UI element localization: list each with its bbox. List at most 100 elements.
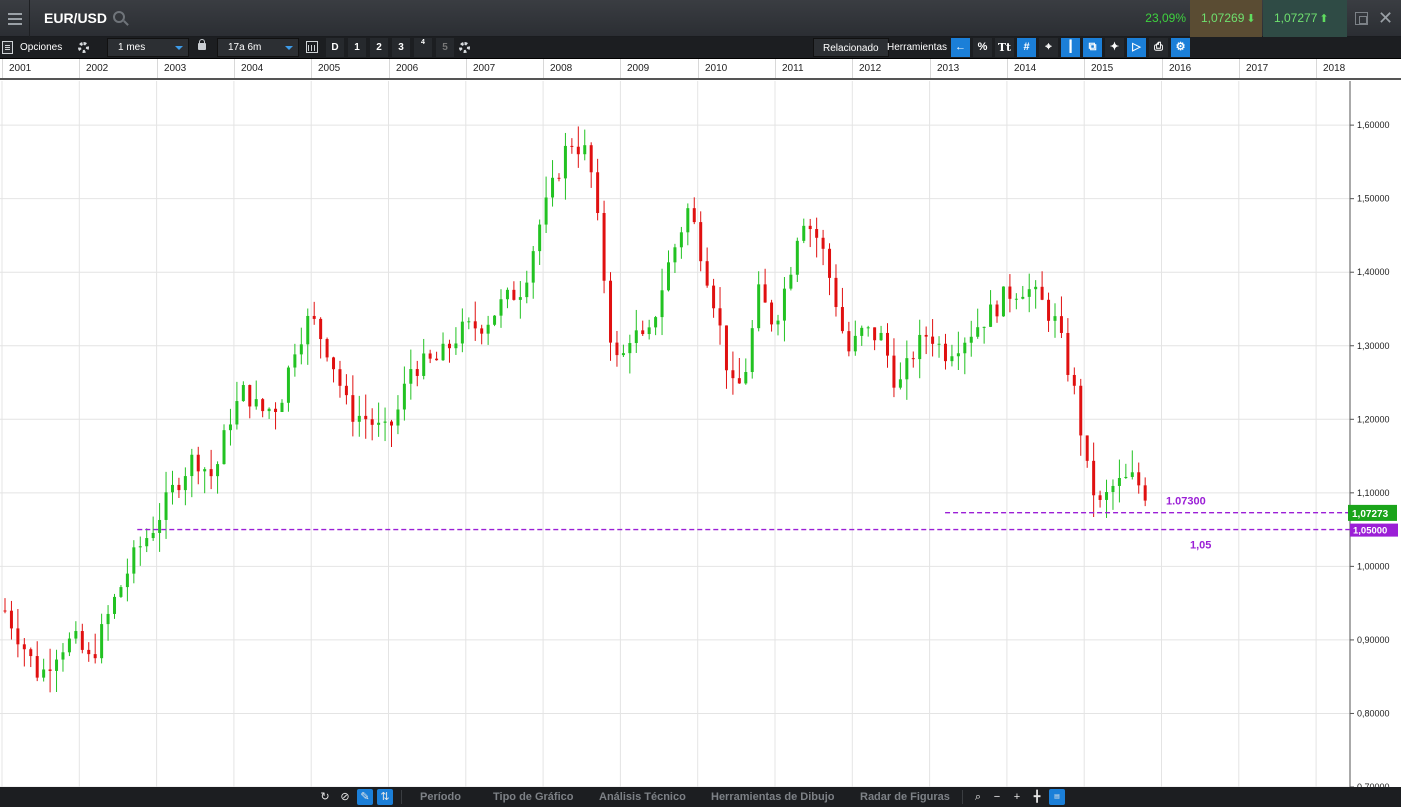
candle-down bbox=[325, 339, 329, 358]
year-label: 2003 bbox=[164, 63, 187, 74]
candle-down bbox=[480, 328, 484, 334]
candle-down bbox=[737, 378, 741, 384]
candle-up bbox=[1130, 472, 1134, 477]
candle-up bbox=[976, 327, 980, 337]
candle-down bbox=[873, 327, 877, 341]
drawing-icon[interactable]: ✦ bbox=[1105, 38, 1124, 57]
price-axis-label: 1,30000 bbox=[1357, 341, 1390, 351]
candle-up bbox=[254, 399, 258, 407]
label-icon[interactable]: ▷ bbox=[1127, 38, 1146, 57]
candle-up bbox=[982, 326, 986, 328]
buy-price: 1,07277 bbox=[1274, 11, 1318, 25]
candlestick-icon[interactable]: ┃ bbox=[1061, 38, 1080, 57]
back-icon[interactable]: ← bbox=[951, 38, 970, 57]
candle-down bbox=[602, 212, 606, 281]
zoom-icon[interactable]: ⌕ bbox=[974, 791, 982, 803]
candle-up bbox=[377, 422, 381, 425]
ruler-icon[interactable]: ▤ bbox=[1049, 789, 1065, 805]
scroll-toggle-icon[interactable]: ⇅ bbox=[377, 789, 393, 805]
year-label: 2002 bbox=[86, 63, 109, 74]
year-label: 2018 bbox=[1323, 63, 1346, 74]
candle-down bbox=[1137, 472, 1141, 486]
candle-down bbox=[1066, 332, 1070, 375]
menu-drawing-tools[interactable]: Herramientas de Dibujo bbox=[711, 791, 835, 803]
grid-icon[interactable]: # bbox=[1017, 38, 1036, 57]
candle-down bbox=[641, 330, 645, 335]
candlestick-chart[interactable]: 1,60000 1,50000 1,40000 1,30000 1,20000 1,100… bbox=[0, 81, 1401, 787]
candle-up bbox=[1111, 485, 1115, 493]
interval-select[interactable]: 1 mes bbox=[107, 38, 189, 57]
candle-down bbox=[886, 332, 890, 356]
period-button-1[interactable]: 1 bbox=[348, 38, 366, 57]
candle-up bbox=[1117, 477, 1121, 486]
crosshair-icon[interactable]: ⌖ bbox=[1039, 38, 1058, 57]
settings-icon[interactable]: ⚙ bbox=[1171, 38, 1190, 57]
year-label: 2009 bbox=[627, 63, 650, 74]
menu-technical-analysis[interactable]: Análisis Técnico bbox=[599, 791, 686, 803]
price-chart[interactable]: 1,60000 1,50000 1,40000 1,30000 1,20000 1,100… bbox=[0, 81, 1401, 787]
sell-price-button[interactable]: 1,07269 ⬇ bbox=[1190, 0, 1262, 37]
separator bbox=[962, 790, 963, 804]
zoom-out-icon[interactable]: − bbox=[993, 791, 1001, 803]
candle-up bbox=[409, 369, 413, 384]
buy-price-button[interactable]: 1,07277 ⬆ bbox=[1263, 0, 1347, 37]
candle-up bbox=[1021, 296, 1025, 299]
year-tick bbox=[1007, 59, 1008, 78]
candle-up bbox=[744, 372, 748, 384]
candle-up bbox=[583, 145, 587, 155]
candle-down bbox=[1059, 316, 1063, 333]
document-icon[interactable] bbox=[2, 41, 13, 54]
menu-chart-type[interactable]: Tipo de Gráfico bbox=[493, 791, 574, 803]
candle-up bbox=[1027, 289, 1031, 297]
pencil-icon[interactable]: ✎ bbox=[357, 789, 373, 805]
restore-window-icon[interactable] bbox=[1355, 12, 1368, 25]
candle-down bbox=[364, 415, 368, 420]
period-button-4[interactable]: 4 bbox=[414, 38, 432, 57]
search-icon[interactable] bbox=[113, 11, 125, 23]
close-icon[interactable]: ✕ bbox=[1378, 8, 1394, 28]
candle-down bbox=[473, 321, 477, 329]
text-tool-button[interactable]: Tt bbox=[995, 38, 1014, 57]
candle-up bbox=[164, 492, 168, 520]
year-tick bbox=[1239, 59, 1240, 78]
range-select[interactable]: 17a 6m bbox=[217, 38, 299, 57]
lock-icon[interactable] bbox=[198, 39, 206, 50]
price-axis-label: 0,80000 bbox=[1357, 708, 1390, 718]
period-button-3[interactable]: 3 bbox=[392, 38, 410, 57]
options-label[interactable]: Opciones bbox=[20, 42, 63, 53]
candle-up bbox=[74, 631, 78, 639]
zoom-in-icon[interactable]: + bbox=[1013, 791, 1021, 803]
candle-up bbox=[853, 335, 857, 352]
period-button-2[interactable]: 2 bbox=[370, 38, 388, 57]
instrument-header: EUR/USD 23,09% 1,07269 ⬇ 1,07277 ⬆ ✕ bbox=[0, 0, 1401, 37]
period-button-5[interactable]: 5 bbox=[436, 38, 454, 57]
menu-period[interactable]: Período bbox=[420, 791, 461, 803]
related-button[interactable]: Relacionado bbox=[813, 38, 889, 57]
compare-icon[interactable]: ⧉ bbox=[1083, 38, 1102, 57]
print-icon[interactable]: ⎙ bbox=[1149, 38, 1168, 57]
year-label: 2016 bbox=[1169, 63, 1192, 74]
percent-button[interactable]: % bbox=[973, 38, 992, 57]
separator bbox=[401, 790, 402, 804]
gear-icon[interactable] bbox=[78, 42, 89, 53]
price-axis-label: 1,50000 bbox=[1357, 194, 1390, 204]
candle-up bbox=[357, 415, 361, 422]
candle-up bbox=[486, 324, 490, 334]
hamburger-menu-button[interactable] bbox=[0, 0, 30, 37]
candle-down bbox=[1085, 435, 1089, 461]
cancel-icon[interactable]: ⊘ bbox=[340, 791, 350, 803]
refresh-icon[interactable]: ↻ bbox=[320, 791, 330, 803]
calendar-icon[interactable] bbox=[306, 41, 318, 53]
candle-down bbox=[924, 334, 928, 337]
candle-down bbox=[9, 610, 13, 629]
price-axis-label: 1,60000 bbox=[1357, 120, 1390, 130]
period-button-d[interactable]: D bbox=[326, 38, 344, 57]
crosshair-icon[interactable]: ╋ bbox=[1033, 791, 1041, 803]
gear-icon[interactable] bbox=[459, 42, 470, 53]
arrow-up-icon: ⬆ bbox=[1319, 13, 1329, 25]
candle-down bbox=[447, 343, 451, 349]
menu-pattern-radar[interactable]: Radar de Figuras bbox=[860, 791, 950, 803]
candle-up bbox=[905, 358, 909, 380]
candle-down bbox=[209, 469, 213, 477]
candle-up bbox=[1014, 298, 1018, 300]
